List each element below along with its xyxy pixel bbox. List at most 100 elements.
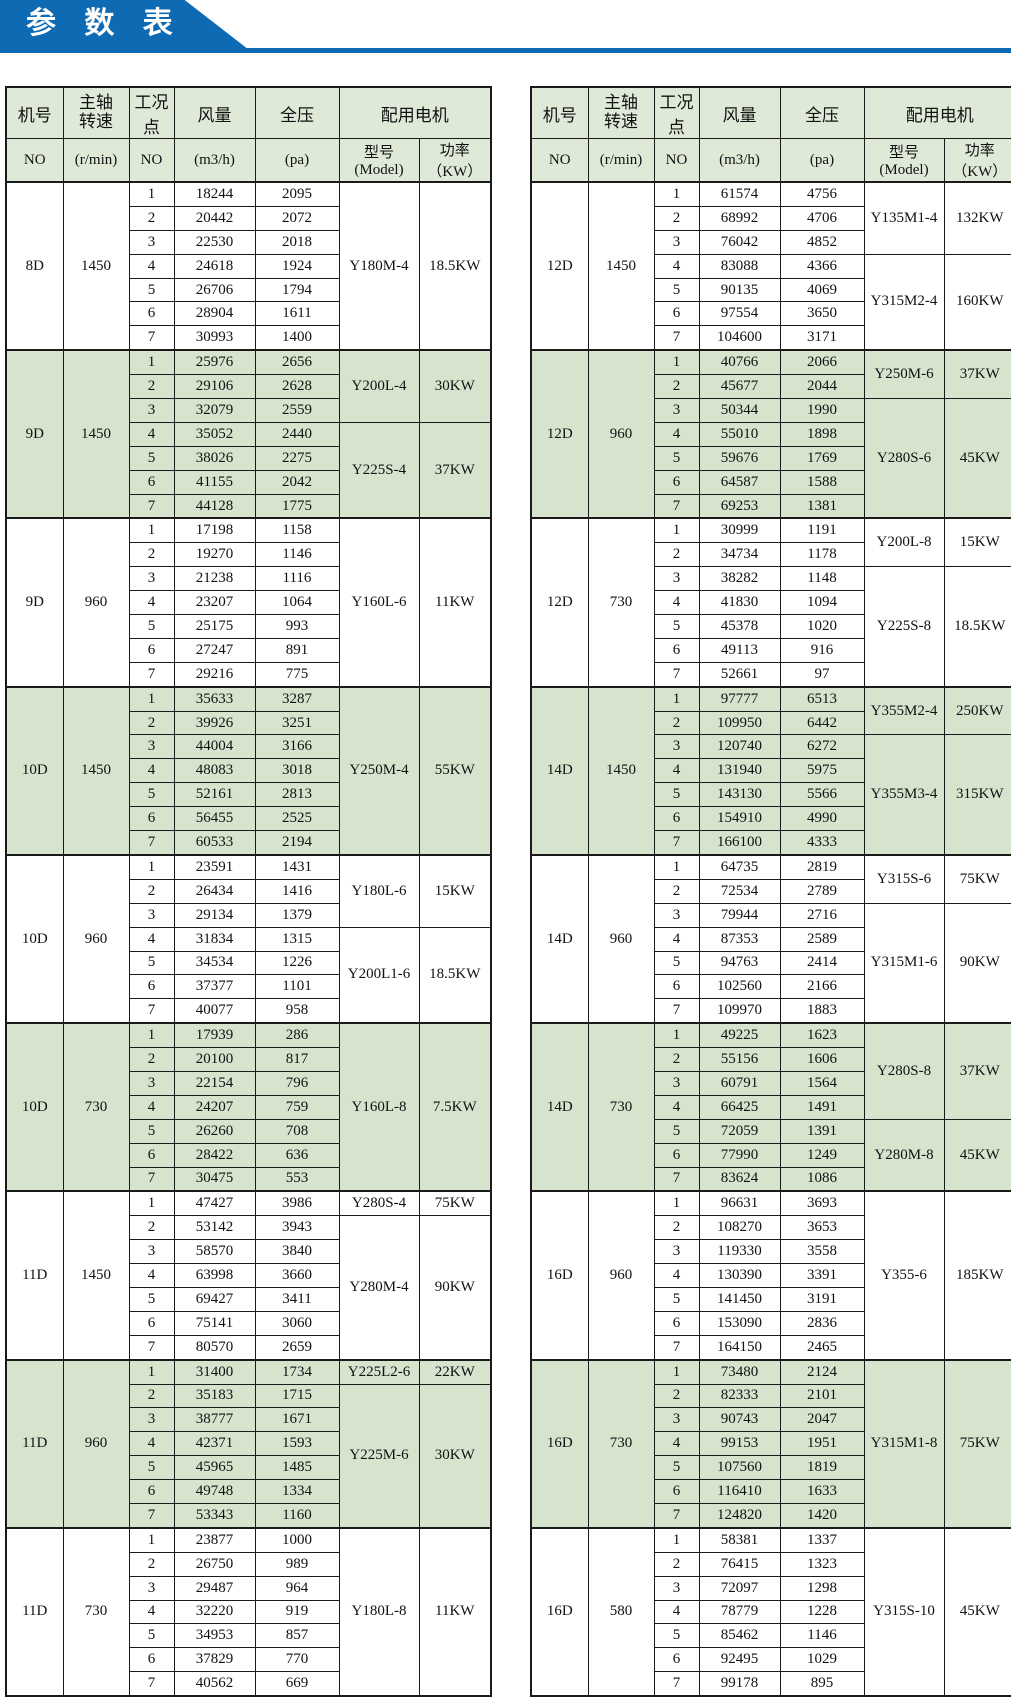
pressure-cell: 1400 [254,325,340,351]
pressure-cell: 2440 [254,421,340,447]
flow-cell: 34734 [698,542,781,568]
table-row: 4 83088 4366 Y315M2-4 160KW [531,253,1011,351]
motor-power-cell: 185KW [943,1190,1011,1361]
pressure-cell: 1951 [779,1431,865,1457]
point-no-cell: 7 [128,998,175,1024]
point-no-cell: 1 [128,349,175,376]
motor-model-cell: Y250M-4 [338,685,420,856]
table-row: 5 69427 3411 [6,1286,491,1312]
pressure-cell: 1491 [779,1094,865,1120]
motor-model-cell: Y315M1-8 [863,1358,945,1529]
table-row: 3 44004 3166 [6,734,491,760]
pressure-cell: 5566 [779,782,865,808]
machine-no-cell: 16D [530,1526,589,1697]
point-no-cell: 2 [653,878,700,904]
flow-cell: 53142 [173,1215,256,1241]
pressure-cell: 1715 [254,1383,340,1409]
header-motor-power: 功率（KW） [418,138,492,183]
table-row: 5 85462 1146 [531,1623,1011,1649]
motor-model-cell: Y200L1-6 [338,926,420,1024]
flow-cell: 61574 [698,180,781,207]
flow-cell: 143130 [698,782,781,808]
table-row: 6 27247 891 [6,637,491,663]
header-operating-point: 工况点 [653,86,700,139]
flow-cell: 37829 [173,1647,256,1673]
flow-cell: 130390 [698,1263,781,1288]
header-machine-no: 机号 [530,86,589,139]
motor-power-cell: 30KW [418,349,492,423]
motor-model-cell: Y225M-6 [338,1383,420,1529]
pressure-cell: 817 [254,1047,340,1072]
flow-cell: 19270 [173,542,256,568]
motor-power-cell: 30KW [418,1383,492,1529]
speed-cell: 730 [62,1022,130,1192]
pressure-cell: 553 [254,1166,340,1192]
motor-power-cell: 22KW [418,1358,492,1385]
flow-cell: 104600 [698,325,781,351]
flow-cell: 68992 [698,205,781,231]
pressure-cell: 6442 [779,710,865,736]
point-no-cell: 4 [128,758,175,784]
flow-cell: 17198 [173,517,256,544]
flow-cell: 26706 [173,277,256,303]
header-motor-model: 型号(Model) [863,138,945,183]
pressure-cell: 895 [779,1671,865,1697]
point-no-cell: 3 [128,1407,175,1433]
pressure-cell: 3650 [779,301,865,327]
motor-model-cell: Y180L-6 [338,853,420,928]
machine-no-cell: 10D [5,1022,64,1192]
pressure-cell: 1178 [779,542,865,568]
flow-cell: 99178 [698,1671,781,1697]
point-no-cell: 5 [653,277,700,303]
table-row: 2 35183 1715 Y225M-6 30KW [6,1383,492,1529]
table-row: 7 109970 1883 [531,998,1011,1024]
machine-no-cell: 9D [5,349,64,519]
point-no-cell: 4 [128,1599,175,1625]
flow-cell: 92495 [698,1647,781,1673]
pressure-cell: 1381 [779,493,865,519]
table-row: 4 66425 1491 [531,1094,1011,1120]
point-no-cell: 5 [653,1118,700,1144]
point-no-cell: 5 [128,614,175,639]
point-no-cell: 6 [653,1142,700,1168]
pressure-cell: 1769 [779,445,865,471]
flow-cell: 40077 [173,998,256,1024]
flow-cell: 20442 [173,205,256,231]
flow-cell: 35633 [173,685,256,712]
machine-no-cell: 9D [5,517,64,688]
point-no-cell: 7 [653,830,700,856]
pressure-cell: 3411 [254,1286,340,1312]
flow-cell: 52661 [698,661,781,688]
pressure-cell: 6513 [779,685,865,712]
motor-model-cell: Y315S-6 [863,853,945,904]
header-matched-motor: 配用电机 [863,86,1011,139]
point-no-cell: 1 [653,349,700,376]
table-row: 11D 960 1 31400 1734 Y225L2-6 22KW [5,1358,492,1529]
pressure-cell: 2044 [779,374,865,400]
banner-underline [0,48,1011,53]
flow-cell: 80570 [173,1334,256,1361]
pressure-cell: 1671 [254,1407,340,1433]
flow-cell: 116410 [698,1479,781,1504]
flow-cell: 41830 [698,590,781,616]
table-row: 16D 730 1 73480 2124 Y315M1-8 75KW [530,1358,1011,1529]
flow-cell: 72534 [698,878,781,904]
machine-no-cell: 11D [5,1358,64,1529]
pressure-cell: 2042 [254,469,340,495]
flow-cell: 23877 [173,1526,256,1553]
speed-cell: 960 [62,517,130,688]
point-no-cell: 6 [128,301,175,327]
point-no-cell: 4 [653,758,700,784]
point-no-cell: 7 [128,325,175,351]
flow-cell: 102560 [698,974,781,1000]
flow-cell: 96631 [698,1190,781,1217]
table-row: 4 23207 1064 [6,590,491,616]
pressure-cell: 2465 [779,1334,865,1361]
flow-cell: 164150 [698,1334,781,1361]
point-no-cell: 7 [128,493,175,519]
point-no-cell: 6 [128,806,175,832]
point-no-cell: 3 [128,1239,175,1265]
flow-cell: 141450 [698,1286,781,1312]
table-row: 4 63998 3660 [6,1263,491,1288]
point-no-cell: 1 [653,1190,700,1217]
